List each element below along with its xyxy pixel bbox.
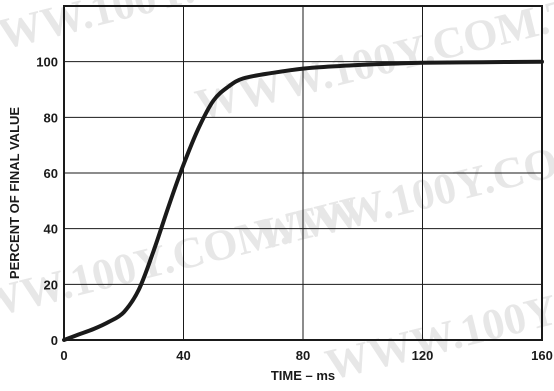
y-axis-label: PERCENT OF FINAL VALUE bbox=[7, 107, 22, 279]
y-tick-label: 20 bbox=[44, 277, 58, 292]
watermark-text: WWW.100Y.COM.TW bbox=[0, 187, 365, 340]
x-tick-label: 120 bbox=[412, 348, 434, 363]
y-tick-label: 0 bbox=[51, 333, 58, 348]
y-tick-label: 100 bbox=[36, 55, 58, 70]
y-tick-label: 80 bbox=[44, 110, 58, 125]
x-tick-label: 160 bbox=[531, 348, 553, 363]
watermark-text: WWW.100Y.COM.TW bbox=[321, 237, 554, 386]
y-tick-labels: 0 20 40 60 80 100 bbox=[36, 55, 58, 348]
x-tick-label: 40 bbox=[176, 348, 190, 363]
y-tick-label: 60 bbox=[44, 166, 58, 181]
y-tick-label: 40 bbox=[44, 222, 58, 237]
x-tick-label: 80 bbox=[296, 348, 310, 363]
response-curve bbox=[62, 59, 544, 342]
x-tick-label: 0 bbox=[60, 348, 67, 363]
x-axis-label: TIME – ms bbox=[271, 368, 335, 383]
plot-frame bbox=[63, 5, 543, 341]
x-tick-labels: 0 40 80 120 160 bbox=[60, 348, 552, 363]
